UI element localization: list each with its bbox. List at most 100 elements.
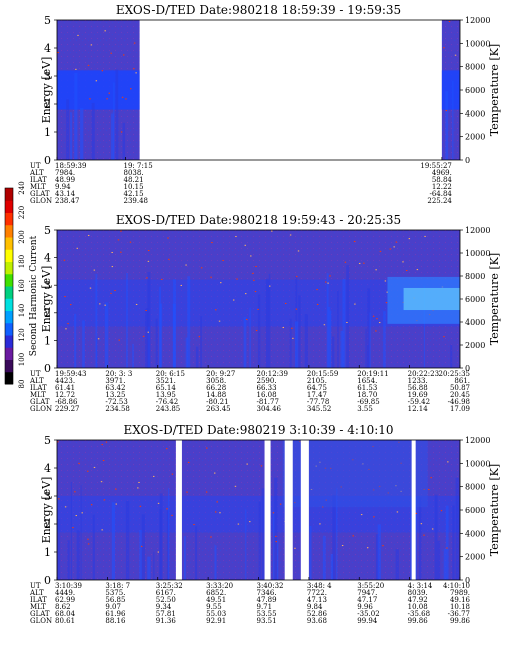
y2-tick-label: 2000: [465, 133, 485, 142]
data-speck: [375, 269, 377, 271]
data-speck: [269, 285, 271, 287]
data-speck: [254, 291, 257, 293]
ephem-row-label: UT: [30, 162, 41, 170]
data-speck: [63, 259, 66, 261]
data-speck: [405, 270, 408, 272]
panel-title: EXOS-D/TED Date:980218 18:59:39 - 19:59:…: [116, 3, 401, 17]
data-speck: [430, 477, 432, 479]
ephem-value-glat: -77.78: [307, 398, 329, 406]
data-speck: [316, 303, 319, 305]
data-speck: [147, 260, 150, 262]
colorbar-swatch: [5, 261, 13, 275]
y2-tick-label: 10000: [465, 249, 490, 258]
y2-tick-label: 12000: [465, 226, 490, 235]
data-speck: [110, 52, 112, 54]
y2-tick-label: 8000: [465, 272, 485, 281]
data-speck: [393, 246, 395, 248]
data-speck: [89, 287, 92, 289]
y-tick-label: 1: [44, 334, 51, 347]
data-streak: [66, 99, 70, 160]
ephem-value-ilat: 56.88: [408, 384, 428, 392]
y-tick-label: 5: [44, 434, 51, 447]
data-speck: [147, 331, 149, 333]
panel-2: EXOS-D/TED Date:980218 19:59:43 - 20:25:…: [29, 213, 501, 413]
bright-patch-core: [403, 287, 460, 311]
ephem-value-mlt: 12.72: [55, 391, 75, 399]
data-speck: [295, 276, 298, 278]
data-streak: [443, 548, 447, 580]
data-streak: [410, 497, 413, 580]
data-speck: [117, 239, 120, 241]
ephem-row-label: ALT: [29, 169, 44, 177]
data-speck: [253, 279, 255, 281]
data-speck: [166, 508, 168, 510]
data-streak: [76, 530, 80, 580]
data-streak: [329, 310, 332, 368]
ephem-value-glat: -59.42: [408, 398, 430, 406]
data-speck: [111, 251, 113, 253]
data-speck: [255, 265, 257, 267]
data-streak: [113, 82, 115, 160]
ephem-value-glon: 3.55: [357, 405, 373, 413]
ephem-value-alt: 6167.: [156, 589, 176, 597]
data-speck: [110, 292, 112, 294]
data-speck: [142, 335, 145, 337]
ephem-value-ilat: 50.87: [450, 384, 470, 392]
colorbar-tick-label: 100: [18, 353, 26, 366]
ephem-value-alt: 2590.: [257, 377, 277, 385]
data-streak: [327, 306, 331, 368]
data-speck: [237, 523, 240, 525]
data-speck: [384, 280, 387, 282]
data-speck: [352, 535, 354, 537]
ephem-value-ut: 20:25:35: [439, 370, 470, 378]
data-speck: [211, 242, 213, 244]
colorbar-swatch: [5, 249, 13, 262]
data-speck: [200, 267, 203, 269]
data-streak: [173, 279, 176, 368]
data-speck: [87, 64, 90, 66]
data-streak: [111, 502, 116, 580]
colorbar-swatch: [5, 200, 13, 213]
ephem-value-ilat: 47.17: [357, 596, 377, 604]
ephem-row-label: GLON: [30, 197, 52, 205]
data-streak: [159, 286, 161, 368]
ephem-value-glon: 93.51: [257, 617, 277, 625]
ephem-value-alt: 7722.: [307, 589, 327, 597]
data-speck: [137, 487, 139, 489]
ephem-value-glon: 12.14: [408, 405, 429, 413]
data-streak: [249, 307, 251, 368]
data-streak: [245, 509, 247, 580]
data-streak: [455, 477, 459, 580]
ephem-value-glat: -46.98: [448, 398, 470, 406]
colorbar-swatch: [5, 335, 13, 348]
data-streak: [336, 487, 338, 580]
data-streak: [452, 80, 454, 160]
colorbar: 80 100 120 140 160 180 200 220 240 Second Harmoni…: [4, 181, 39, 388]
data-streak: [437, 540, 441, 580]
data-speck: [93, 466, 96, 468]
data-speck: [87, 234, 90, 236]
data-speck: [185, 264, 187, 266]
data-speck: [271, 230, 273, 232]
ephem-row-label: UT: [30, 370, 41, 378]
ephem-value-mlt: 9.84: [307, 603, 323, 611]
data-speck: [246, 463, 248, 465]
ephem-value-glat: 43.14: [55, 190, 76, 198]
data-speck: [57, 441, 59, 443]
ephem-value-glon: 239.48: [124, 197, 149, 205]
ephem-value-mlt: 17.47: [307, 391, 327, 399]
data-speck: [77, 34, 79, 36]
data-speck: [133, 68, 135, 70]
y-tick-label: 1: [44, 546, 51, 559]
ephem-value-glat: -72.53: [105, 398, 127, 406]
data-streak: [243, 317, 247, 368]
data-speck: [295, 308, 298, 310]
ephem-value-mlt: 9.96: [357, 603, 373, 611]
data-speck: [234, 485, 237, 487]
data-speck: [210, 276, 212, 278]
data-speck: [382, 545, 384, 547]
ephem-value-ut: 20:12:39: [257, 370, 288, 378]
data-streak: [122, 122, 126, 160]
data-streak: [309, 525, 312, 580]
ephem-value-mlt: 12.22: [432, 183, 452, 191]
